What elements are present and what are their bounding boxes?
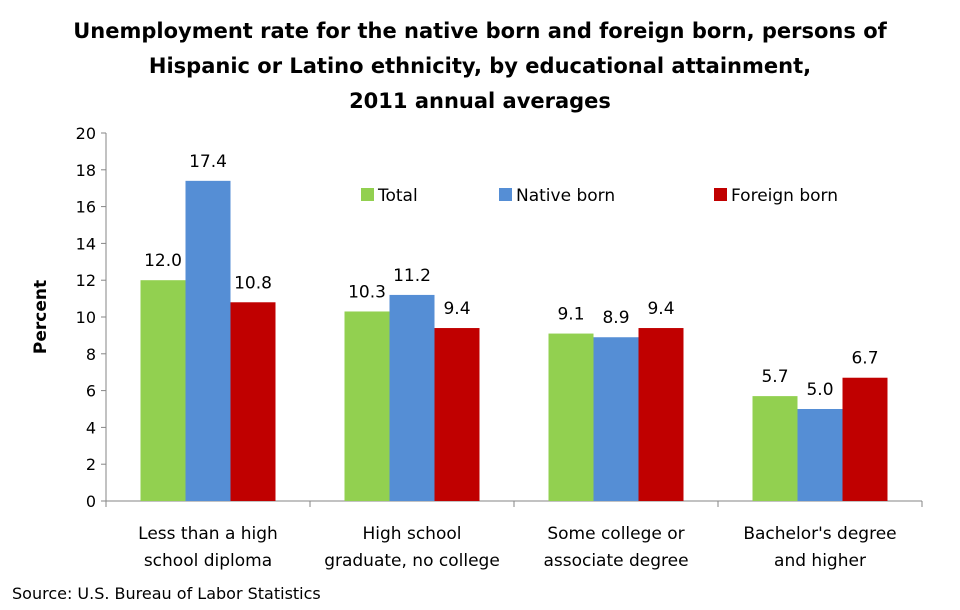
data-label: 5.7 (761, 367, 788, 387)
y-axis-title: Percent (31, 280, 51, 354)
legend-label: Total (377, 186, 418, 206)
chart-title-line: Hispanic or Latino ethnicity, by educati… (148, 54, 812, 78)
y-tick-label: 14 (76, 234, 96, 253)
category-label: graduate, no college (324, 551, 500, 571)
bar (389, 294, 435, 501)
bar (140, 280, 186, 501)
bar (230, 302, 276, 501)
data-label: 12.0 (144, 251, 182, 271)
bar (548, 333, 594, 501)
y-tick-label: 18 (76, 161, 96, 180)
source-note: Source: U.S. Bureau of Labor Statistics (12, 584, 321, 603)
data-label: 9.4 (647, 299, 674, 319)
y-tick-label: 12 (76, 271, 96, 290)
y-tick-label: 8 (86, 345, 96, 364)
data-label: 9.1 (557, 305, 584, 325)
data-label: 17.4 (189, 152, 227, 172)
data-label: 9.4 (443, 299, 470, 319)
y-tick-label: 10 (76, 308, 96, 327)
category-label: and higher (774, 551, 866, 571)
y-tick-label: 16 (76, 198, 96, 217)
data-label: 8.9 (602, 308, 629, 328)
legend-label: Foreign born (731, 186, 838, 206)
y-tick-label: 2 (86, 455, 96, 474)
category-label: Less than a high (138, 524, 278, 544)
bar (593, 337, 639, 501)
legend-swatch (361, 188, 374, 201)
data-label: 10.3 (348, 282, 386, 302)
legend-swatch (714, 188, 727, 201)
chart-title-line: Unemployment rate for the native born an… (73, 19, 887, 43)
chart-title-line: 2011 annual averages (349, 89, 611, 113)
bar (185, 180, 231, 501)
bar (434, 328, 480, 501)
y-tick-label: 6 (86, 382, 96, 401)
data-label: 6.7 (851, 349, 878, 369)
data-label: 10.8 (234, 273, 272, 293)
bar (842, 377, 888, 501)
y-tick-label: 4 (86, 418, 96, 437)
bar (752, 396, 798, 501)
category-label: Some college or (547, 524, 684, 544)
category-label: associate degree (543, 551, 688, 571)
category-label: Bachelor's degree (743, 524, 896, 544)
y-tick-label: 0 (86, 492, 96, 511)
y-tick-label: 20 (76, 124, 96, 143)
bar (797, 409, 843, 501)
legend-label: Native born (516, 186, 615, 206)
bar (638, 328, 684, 501)
data-label: 5.0 (806, 380, 833, 400)
category-label: school diploma (144, 551, 272, 571)
bar (344, 311, 390, 501)
category-label: High school (363, 524, 462, 544)
legend-swatch (499, 188, 512, 201)
chart-title: Unemployment rate for the native born an… (0, 14, 960, 119)
data-label: 11.2 (393, 266, 431, 286)
